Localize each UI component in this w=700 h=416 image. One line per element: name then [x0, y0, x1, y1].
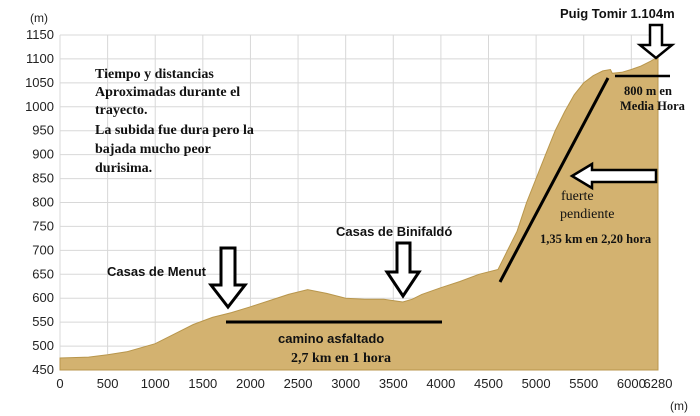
menut-down-arrow-icon — [207, 246, 249, 310]
menut-label: Casas de Menut — [107, 264, 207, 279]
top-distance-label-2: Media Hora — [620, 99, 686, 113]
y-tick-label: 500 — [32, 338, 54, 353]
x-tick-label: 5000 — [522, 376, 551, 391]
info-line-5: bajada mucho peor — [95, 142, 211, 157]
y-tick-label: 900 — [32, 147, 54, 162]
elevation-area — [59, 56, 659, 371]
x-tick-label: 6000 — [617, 376, 646, 391]
y-tick-label: 450 — [32, 362, 54, 377]
y-tick-label: 950 — [32, 123, 54, 138]
steep-slope-line — [498, 77, 610, 283]
x-tick-label: 2500 — [284, 376, 313, 391]
binifaldo-down-arrow-icon — [384, 241, 422, 299]
y-axis-unit: (m) — [30, 11, 48, 25]
info-line-3: trayecto. — [95, 103, 147, 118]
y-axis-ticks: 450 500 550 600 650 700 750 800 850 900 950 1000 105… — [25, 27, 54, 377]
y-tick-label: 550 — [32, 314, 54, 329]
y-tick-label: 800 — [32, 195, 54, 210]
paved-road-label: camino asfaltado — [278, 331, 384, 346]
x-axis-unit: (m) — [670, 399, 688, 413]
slope-left-arrow-icon — [569, 161, 658, 191]
slope-label-2: pendiente — [560, 207, 614, 222]
info-line-1: Tiempo y distancias — [95, 67, 214, 82]
slope-time: 1,35 km en 2,20 hora — [540, 232, 652, 246]
x-tick-label: 4500 — [474, 376, 503, 391]
x-tick-label: 1000 — [141, 376, 170, 391]
y-tick-label: 600 — [32, 290, 54, 305]
x-tick-label: 5500 — [569, 376, 598, 391]
y-tick-label: 1100 — [26, 51, 54, 66]
binifaldo-label: Casas de Binifaldó — [336, 224, 452, 239]
x-tick-label: 3000 — [331, 376, 360, 391]
y-tick-label: 850 — [32, 171, 54, 186]
x-tick-label: 500 — [97, 376, 119, 391]
slope-label-1: fuerte — [561, 189, 594, 204]
summit-down-arrow-icon — [636, 23, 676, 60]
y-tick-label: 750 — [32, 218, 54, 233]
y-tick-label: 1050 — [25, 75, 54, 90]
x-tick-label: 6280 — [644, 376, 673, 391]
y-tick-label: 650 — [32, 266, 54, 281]
x-tick-label: 4000 — [426, 376, 455, 391]
x-tick-label: 1500 — [188, 376, 217, 391]
x-tick-label: 2000 — [236, 376, 265, 391]
x-tick-label: 0 — [56, 376, 63, 391]
info-line-6: durisima. — [95, 161, 152, 176]
x-tick-label: 3500 — [379, 376, 408, 391]
summit-label: Puig Tomir 1.104m — [560, 6, 675, 21]
y-tick-label: 1000 — [25, 99, 54, 114]
info-line-4: La subida fue dura pero la — [95, 123, 254, 138]
x-axis-ticks: 0 500 1000 1500 2000 2500 3000 3500 4000 4500 5000… — [56, 376, 672, 391]
paved-road-time: 2,7 km en 1 hora — [291, 351, 391, 366]
y-tick-label: 700 — [32, 242, 54, 257]
y-tick-label: 1150 — [26, 27, 54, 42]
top-distance-label-1: 800 m en — [624, 84, 672, 98]
info-line-2: Aproximadas durante el — [95, 85, 240, 100]
